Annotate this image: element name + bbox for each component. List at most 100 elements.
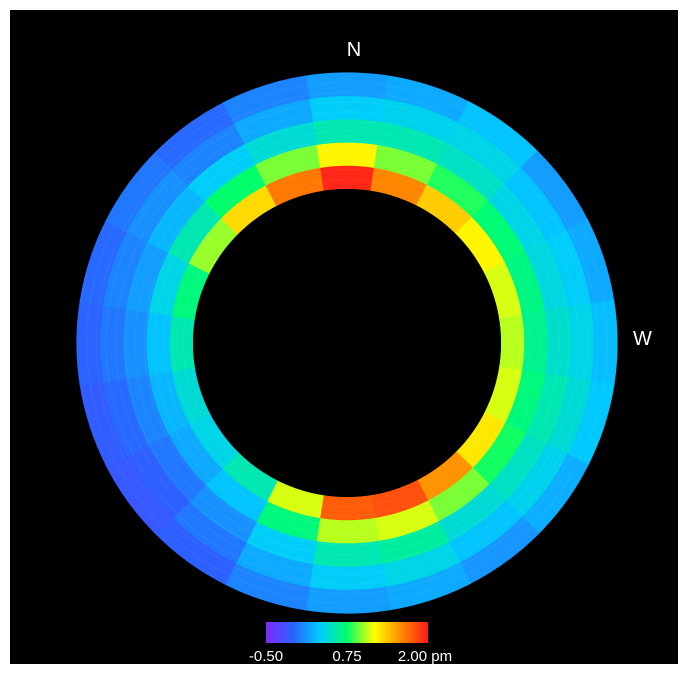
heatmap-cell bbox=[220, 184, 278, 235]
annulus-heatmap bbox=[76, 72, 618, 614]
heatmap-cell bbox=[146, 310, 173, 376]
heatmap-cell bbox=[171, 261, 211, 320]
heatmap-cell bbox=[566, 218, 615, 306]
heatmap-cell bbox=[79, 218, 128, 306]
heatmap-cell bbox=[79, 380, 128, 468]
heatmap-cell bbox=[520, 150, 589, 233]
heatmap-cell bbox=[167, 422, 223, 486]
heatmap-cell bbox=[102, 376, 149, 457]
heatmap-cell bbox=[171, 121, 247, 186]
heatmap-cell bbox=[204, 467, 268, 523]
heatmap-cell bbox=[525, 373, 569, 446]
heatmap-cell bbox=[222, 562, 310, 611]
heatmap-cell bbox=[307, 563, 387, 591]
heatmap-cell bbox=[169, 314, 196, 372]
texture-ring bbox=[105, 101, 589, 585]
texture-ring bbox=[163, 159, 531, 527]
heatmap-cell bbox=[105, 453, 174, 536]
heatmap-cell bbox=[188, 412, 239, 470]
heatmap-cell bbox=[99, 303, 127, 383]
heatmap-cell bbox=[487, 433, 548, 503]
heatmap-cell bbox=[171, 500, 247, 565]
heatmap-cell bbox=[222, 75, 310, 124]
heatmap-cell bbox=[167, 200, 223, 264]
heatmap-cell bbox=[125, 167, 190, 243]
texture-ring bbox=[115, 111, 579, 575]
heatmap-cell bbox=[125, 443, 190, 519]
heatmap-cell bbox=[437, 483, 507, 544]
heatmap-cell bbox=[455, 216, 506, 274]
heatmap-cell bbox=[487, 183, 548, 253]
heatmap-cell bbox=[187, 142, 257, 203]
heatmap-cell bbox=[265, 479, 324, 519]
heatmap-cell bbox=[471, 422, 527, 486]
heatmap-cell bbox=[504, 250, 546, 317]
texture-ring bbox=[144, 140, 550, 546]
heatmap-cell bbox=[148, 250, 190, 317]
heatmap-cell bbox=[437, 142, 507, 203]
texture-ring bbox=[134, 130, 560, 556]
heatmap-cell bbox=[384, 562, 472, 611]
heatmap-cell bbox=[254, 144, 321, 186]
heatmap-cell bbox=[220, 451, 278, 502]
heatmap-cell bbox=[146, 183, 207, 253]
heatmap-cell bbox=[504, 443, 569, 519]
heatmap-cell bbox=[471, 200, 527, 264]
heatmap-cell bbox=[188, 216, 239, 274]
heatmap-cell bbox=[426, 163, 490, 219]
heatmap-cell bbox=[447, 121, 523, 186]
heatmap-cell bbox=[314, 517, 380, 544]
heatmap-cell bbox=[310, 118, 384, 146]
heatmap-cell bbox=[504, 369, 546, 436]
heatmap-cell bbox=[455, 412, 506, 470]
heatmap-cell bbox=[544, 306, 572, 380]
heatmap-cell bbox=[373, 144, 440, 186]
heatmap-cell bbox=[377, 121, 450, 165]
heatmap-cell bbox=[590, 299, 618, 387]
heatmap-cell bbox=[204, 163, 268, 219]
heatmap-cell bbox=[314, 142, 380, 169]
heatmap-cell bbox=[377, 521, 450, 565]
heatmap-cell bbox=[566, 380, 615, 468]
heatmap-cell bbox=[125, 240, 169, 313]
heatmap-cell bbox=[521, 310, 548, 376]
heatmap-cell bbox=[303, 72, 391, 100]
heatmap-cell bbox=[171, 366, 211, 425]
heatmap-cell bbox=[370, 479, 429, 519]
heatmap-cell bbox=[125, 373, 169, 446]
texture-ring bbox=[182, 178, 512, 508]
heatmap-cell bbox=[483, 261, 523, 320]
heatmap-cell bbox=[380, 98, 461, 145]
heatmap-cell bbox=[426, 467, 490, 523]
heatmap-cell bbox=[303, 586, 391, 614]
heatmap-cell bbox=[265, 167, 324, 207]
heatmap-cell bbox=[498, 314, 525, 372]
heatmap-cell bbox=[148, 369, 190, 436]
inner-hole bbox=[193, 189, 501, 497]
heatmap-cell bbox=[122, 306, 150, 380]
heatmap-cell bbox=[380, 541, 461, 588]
compass-label-w: W bbox=[633, 328, 652, 350]
heatmap-cell bbox=[102, 229, 149, 310]
heatmap-cell bbox=[254, 500, 321, 542]
heatmap-cell bbox=[105, 150, 174, 233]
heatmap-cell bbox=[318, 494, 376, 521]
texture-ring bbox=[124, 120, 570, 566]
heatmap-cell bbox=[318, 165, 376, 192]
heatmap-cell bbox=[483, 366, 523, 425]
heatmap-cell bbox=[416, 451, 474, 502]
heatmap-cell bbox=[233, 541, 314, 588]
heatmap-cell bbox=[233, 98, 314, 145]
colorbar-tick-min: -0.50 bbox=[249, 648, 283, 665]
texture-ring bbox=[153, 149, 541, 537]
heatmap-cell bbox=[370, 167, 429, 207]
heatmap-cell bbox=[447, 500, 523, 565]
heatmap-cell bbox=[545, 229, 592, 310]
compass-label-n: N bbox=[347, 39, 361, 61]
heatmap-cell bbox=[187, 483, 257, 544]
colorbar: -0.50 0.75 2.00 pm bbox=[249, 622, 452, 665]
heatmap-cell bbox=[373, 500, 440, 542]
texture-ring bbox=[173, 169, 521, 517]
heatmap-cell bbox=[310, 540, 384, 568]
